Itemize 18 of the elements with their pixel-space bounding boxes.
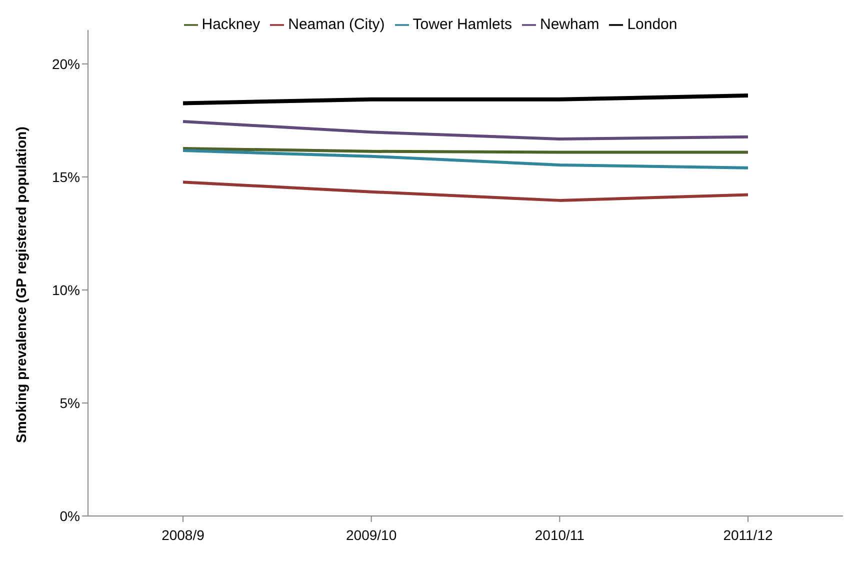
y-tick-label: 10% (52, 282, 80, 298)
x-tick-label: 2011/12 (723, 526, 773, 543)
legend-label: London (627, 16, 678, 33)
legend-label: Tower Hamlets (412, 16, 512, 33)
line-series (182, 148, 750, 170)
legend-label: Newham (540, 16, 600, 33)
y-tick-label: 5% (60, 394, 80, 411)
x-tick-label: 2010/11 (534, 526, 585, 543)
y-tick-label: 20% (52, 56, 80, 72)
x-tick-label: 2009/10 (346, 526, 397, 543)
y-tick-label: 15% (52, 168, 80, 185)
line-series (182, 120, 750, 140)
line-series (182, 180, 750, 202)
legend-label: Hackney (202, 16, 260, 33)
legend-label: Neaman (City) (288, 16, 385, 33)
y-tick-label: 0% (60, 508, 80, 524)
x-tick-label: 2008/9 (162, 526, 205, 543)
y-axis-title: Smoking prevalence (GP registered population) (12, 126, 29, 443)
